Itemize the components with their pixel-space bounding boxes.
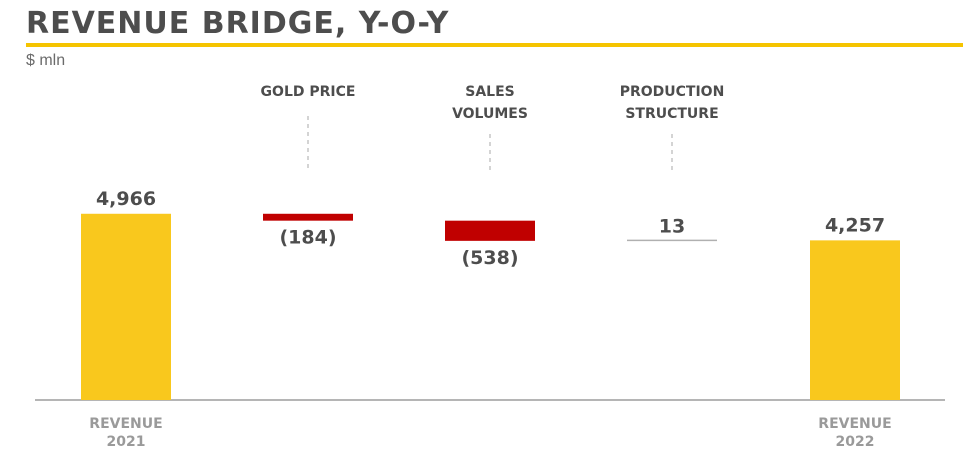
unit-label: $ mln — [26, 52, 66, 69]
bar-delta-sales-volumes — [445, 220, 535, 241]
bar-revenue-2022 — [810, 240, 900, 400]
title-underline — [26, 43, 963, 47]
category-label: STRUCTURE — [625, 106, 718, 122]
value-label: (184) — [279, 227, 336, 249]
category-label: REVENUE — [818, 416, 891, 432]
category-label: VOLUMES — [452, 106, 528, 122]
category-label: REVENUE — [89, 416, 162, 432]
bar-delta-gold price — [263, 213, 353, 221]
value-label: (538) — [461, 247, 518, 269]
chart-title: REVENUE BRIDGE, Y-O-Y — [26, 6, 450, 41]
category-label: GOLD PRICE — [261, 84, 356, 100]
value-label: 4,966 — [96, 188, 156, 210]
bar-revenue-2021 — [81, 213, 171, 400]
category-label: 2022 — [836, 434, 875, 450]
value-label: 13 — [659, 215, 685, 237]
category-label: SALES — [465, 84, 515, 100]
category-label: PRODUCTION — [620, 84, 725, 100]
value-label: 4,257 — [825, 214, 885, 236]
category-label: 2021 — [107, 434, 146, 450]
